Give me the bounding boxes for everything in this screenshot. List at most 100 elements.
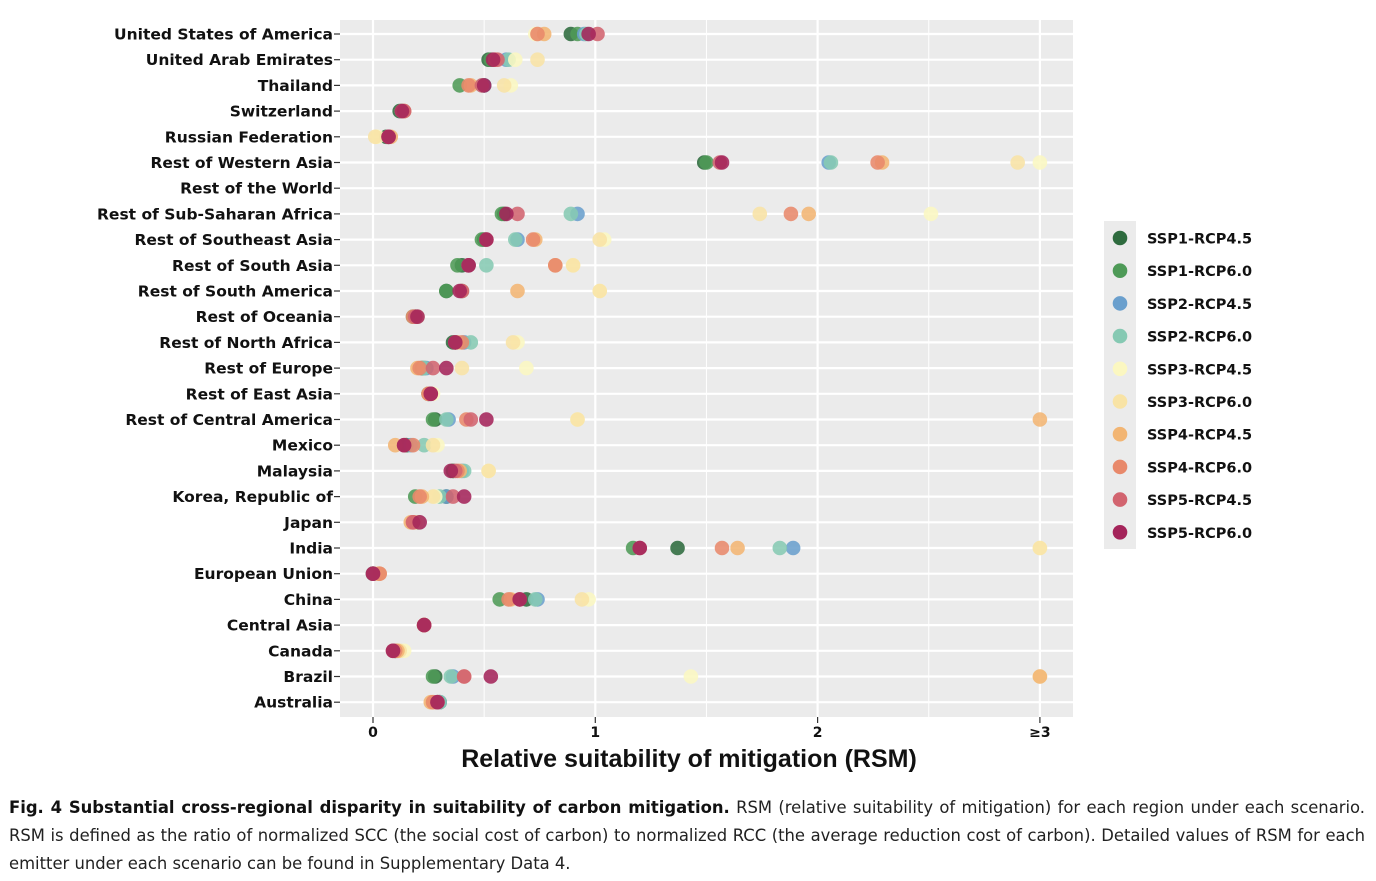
y-tick-label: European Union <box>194 565 333 583</box>
y-tick-label: Rest of North Africa <box>159 334 333 352</box>
data-point <box>530 26 545 42</box>
data-point <box>425 360 441 376</box>
x-tick-label: 0 <box>368 725 378 741</box>
data-point <box>923 206 939 222</box>
data-point <box>496 78 512 93</box>
data-point <box>510 206 525 222</box>
y-tick-label: Canada <box>268 642 333 660</box>
y-tick-label: Rest of the World <box>180 180 333 198</box>
legend-key <box>1112 492 1128 507</box>
grid-lines <box>340 20 1073 717</box>
x-tick-label: 1 <box>590 725 600 741</box>
legend-label: SSP4-RCP4.5 <box>1147 428 1252 444</box>
data-point <box>385 643 401 659</box>
legend-label: SSP3-RCP4.5 <box>1147 362 1252 378</box>
y-tick-label: United States of America <box>114 26 333 44</box>
legend-label: SSP2-RCP4.5 <box>1147 297 1252 313</box>
y-tick-label: Brazil <box>283 668 333 686</box>
data-point <box>450 258 465 273</box>
y-tick-label: Rest of Western Asia <box>150 154 333 172</box>
x-tick-label: 2 <box>813 725 823 741</box>
y-tick-label: Rest of East Asia <box>186 385 333 403</box>
data-point <box>592 232 608 247</box>
caption-title: Fig. 4 Substantial cross-regional dispar… <box>9 798 730 817</box>
legend-label: SSP4-RCP6.0 <box>1147 460 1252 476</box>
data-point <box>499 206 514 222</box>
legend-key <box>1112 426 1128 442</box>
data-point <box>574 592 590 607</box>
legend-key <box>1112 263 1128 279</box>
data-point <box>1032 540 1048 556</box>
y-tick-label: Rest of Southeast Asia <box>134 231 333 249</box>
data-point <box>785 540 801 556</box>
data-point <box>443 463 459 479</box>
x-axis-label: Relative suitability of mitigation (RSM) <box>461 745 917 773</box>
legend-label: SSP2-RCP6.0 <box>1147 330 1252 346</box>
data-point <box>439 283 454 299</box>
y-tick-label: Russian Federation <box>165 128 333 146</box>
y-tick-label: Rest of South Asia <box>172 257 333 275</box>
y-tick-label: Rest of Oceania <box>196 308 333 326</box>
data-point <box>714 155 730 170</box>
data-point <box>501 592 516 607</box>
data-point <box>527 592 543 607</box>
caption-text: RSM (relative suitability of mitigation)… <box>9 798 1365 873</box>
data-point <box>519 360 534 376</box>
y-tick-label: Rest of South America <box>138 283 333 301</box>
data-point <box>396 437 412 453</box>
data-point <box>530 52 545 67</box>
legend-label: SSP1-RCP4.5 <box>1147 232 1252 248</box>
data-point <box>412 360 427 376</box>
data-point <box>870 155 885 170</box>
legend-label: SSP1-RCP6.0 <box>1147 264 1252 280</box>
data-point <box>456 669 472 684</box>
data-point <box>683 669 699 684</box>
data-point <box>425 669 441 684</box>
legend-key <box>1112 525 1128 540</box>
y-tick-label: Rest of Europe <box>204 360 333 378</box>
legend-label: SSP5-RCP6.0 <box>1147 526 1252 542</box>
data-point <box>1032 669 1048 684</box>
data-point <box>772 540 788 556</box>
y-axis: United States of America United Arab Emir… <box>97 26 340 712</box>
data-point <box>1032 155 1048 170</box>
data-point <box>565 258 581 273</box>
data-point <box>394 103 410 119</box>
y-tick-label: Malaysia <box>257 462 333 480</box>
data-point <box>479 232 494 247</box>
data-point <box>823 155 839 170</box>
data-point <box>463 412 479 427</box>
y-tick-label: Japan <box>283 514 333 532</box>
y-tick-label: Mexico <box>272 437 333 455</box>
data-point <box>425 412 441 427</box>
y-tick-label: India <box>289 540 333 558</box>
data-point <box>479 258 494 273</box>
data-point <box>461 258 476 273</box>
data-point <box>381 129 396 145</box>
legend: SSP1-RCP4.5 SSP1-RCP6.0 SSP2-RCP4.5 SSP2-RC… <box>1104 221 1252 549</box>
data-point <box>525 232 541 247</box>
data-point <box>714 540 730 556</box>
data-point <box>439 360 454 376</box>
legend-key <box>1112 296 1128 311</box>
data-point <box>752 206 768 222</box>
data-point <box>479 412 494 427</box>
data-point <box>481 463 496 479</box>
data-point <box>365 566 381 581</box>
y-tick-label: Central Asia <box>227 617 333 635</box>
data-point <box>581 26 596 42</box>
x-tick-label: ≥3 <box>1029 725 1050 741</box>
figure-caption: Fig. 4 Substantial cross-regional dispar… <box>9 794 1365 878</box>
data-point <box>632 540 648 556</box>
y-tick-label: China <box>284 591 333 609</box>
data-point <box>476 78 492 93</box>
legend-key <box>1112 361 1128 377</box>
data-point <box>447 335 463 350</box>
y-tick-label: Australia <box>254 694 333 712</box>
data-point <box>445 489 461 504</box>
y-tick-label: Thailand <box>258 77 333 95</box>
legend-key <box>1112 394 1128 409</box>
data-point <box>412 515 427 530</box>
data-point <box>410 309 425 325</box>
data-point <box>670 540 685 556</box>
